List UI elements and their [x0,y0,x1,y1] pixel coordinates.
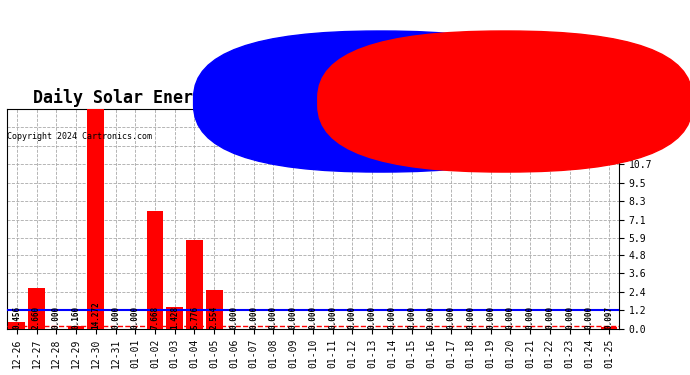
Text: 0.000: 0.000 [526,306,535,328]
Text: 14.272: 14.272 [91,301,100,328]
Text: 1.428: 1.428 [170,306,179,328]
Text: 0.000: 0.000 [565,306,574,328]
Text: 0.000: 0.000 [52,306,61,328]
Bar [88,109,104,329]
Text: 0.000: 0.000 [269,306,278,328]
Text: 0.000: 0.000 [387,306,396,328]
Bar [146,211,164,329]
FancyBboxPatch shape [318,31,690,172]
Text: 0.000: 0.000 [427,306,436,328]
Bar [600,327,618,329]
Bar [8,322,26,329]
Text: 0.000: 0.000 [230,306,239,328]
Bar [28,288,45,329]
Text: 0.000: 0.000 [111,306,120,328]
Text: 0.097: 0.097 [604,306,613,328]
Text: Daily(kWh): Daily(kWh) [509,95,567,105]
Text: Average(kWh): Average(kWh) [386,95,457,105]
Text: 0.000: 0.000 [348,306,357,328]
Text: Copyright 2024 Cartronics.com: Copyright 2024 Cartronics.com [7,132,152,141]
Bar [186,240,203,329]
Text: 0.000: 0.000 [308,306,317,328]
Text: 0.000: 0.000 [486,306,495,328]
FancyBboxPatch shape [194,31,568,172]
Text: 0.000: 0.000 [368,306,377,328]
Text: 0.000: 0.000 [249,306,258,328]
Bar [166,307,183,329]
Text: 2.660: 2.660 [32,306,41,328]
Text: 0.000: 0.000 [288,306,297,328]
Text: 0.000: 0.000 [466,306,475,328]
Text: 0.000: 0.000 [446,306,455,328]
Text: 0.000: 0.000 [585,306,594,328]
Text: 0.000: 0.000 [328,306,337,328]
Bar [206,290,223,329]
Bar [68,327,84,329]
Text: 7.668: 7.668 [150,306,159,328]
Text: 0.456: 0.456 [12,306,21,328]
Text: 2.554: 2.554 [210,306,219,328]
Text: 0.160: 0.160 [72,306,81,328]
Title: Daily Solar Energy & Average Production Fri Jan 26 16:48: Daily Solar Energy & Average Production … [33,88,593,107]
Text: 0.000: 0.000 [407,306,416,328]
Text: 0.000: 0.000 [506,306,515,328]
Text: 5.776: 5.776 [190,306,199,328]
Text: 0.000: 0.000 [545,306,554,328]
Text: 0.000: 0.000 [130,306,140,328]
